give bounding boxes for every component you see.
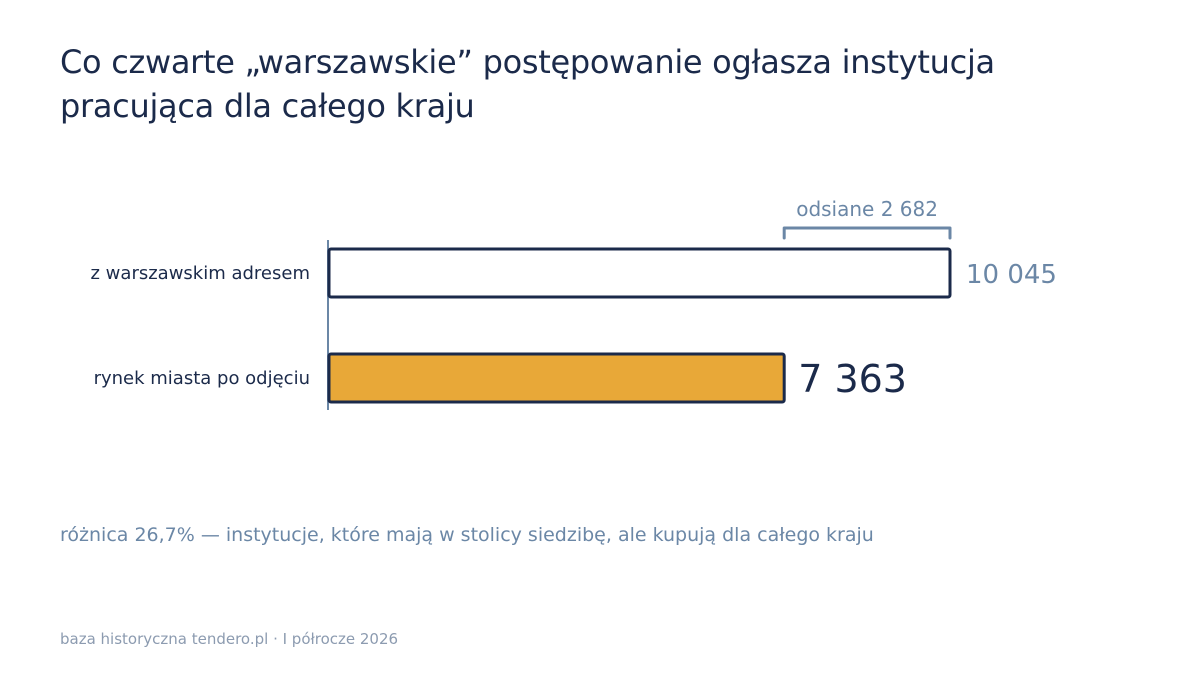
chart-title-line-1: Co czwarte „warszawskie” postępowanie og… [60,43,995,81]
value-label-po-odjeciu: 7 363 [798,357,907,401]
bar-po-odjeciu [327,352,786,404]
chart-title: Co czwarte „warszawskie” postępowanie og… [60,40,1140,128]
bar-row-po-odjeciu: rynek miasta po odjęciu 7 363 [94,352,907,404]
value-label-warszawskim: 10 045 [966,260,1057,290]
bracket-odsiane [782,226,952,240]
bar-warszawskim [327,247,952,299]
bar-chart: odsiane 2 682 z warszawskim adresem 10 0… [91,197,1057,410]
bar-row-warszawskim: z warszawskim adresem 10 045 [91,247,1057,299]
difference-note: różnica 26,7% — instytucje, które mają w… [60,524,874,546]
category-label-warszawskim: z warszawskim adresem [91,263,310,284]
category-label-po-odjeciu: rynek miasta po odjęciu [94,368,310,389]
chart-title-line-2: pracująca dla całego kraju [60,87,475,125]
source-footer: baza historyczna tendero.pl · I półrocze… [60,630,399,648]
bracket-label: odsiane 2 682 [796,197,938,221]
